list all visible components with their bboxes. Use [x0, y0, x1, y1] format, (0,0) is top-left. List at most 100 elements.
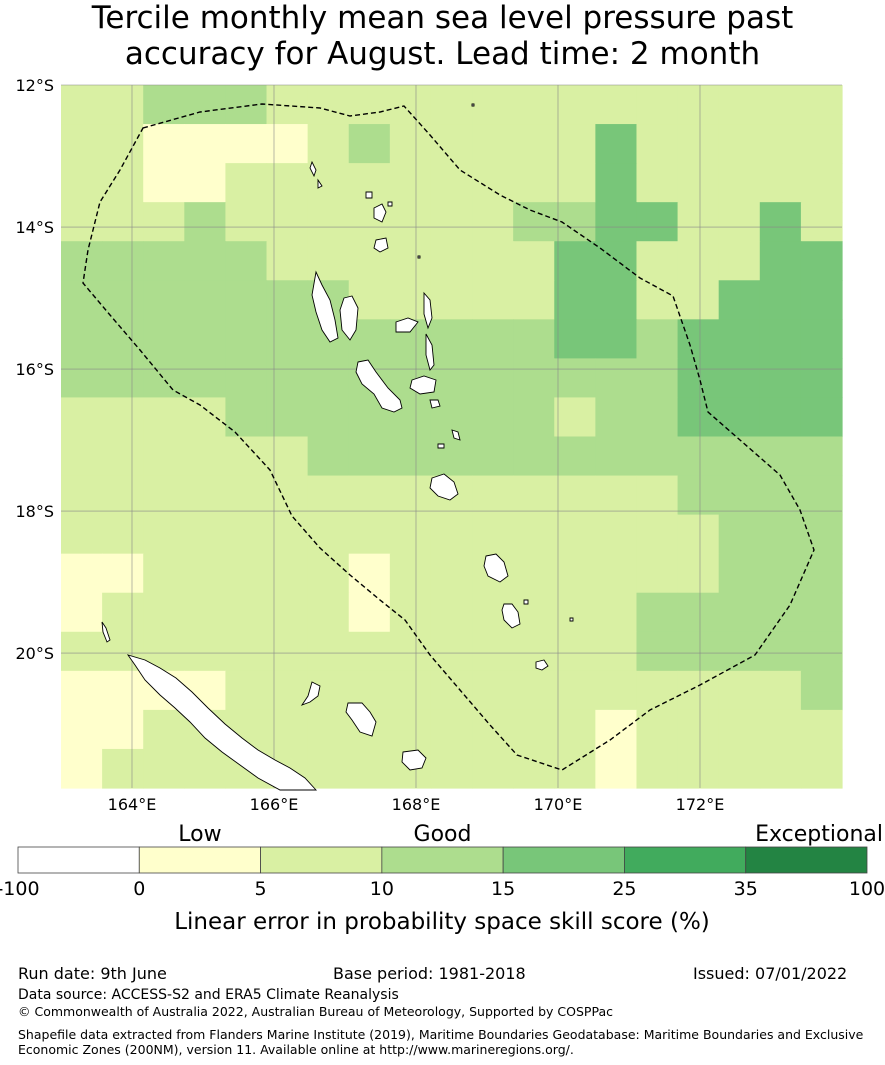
skill-cell	[307, 748, 350, 789]
skill-cell	[718, 163, 761, 203]
skill-cell	[61, 592, 103, 633]
skill-cell	[800, 85, 843, 125]
skill-cell	[636, 397, 679, 438]
skill-cell	[800, 709, 843, 750]
colorbar-tick-label: 100	[849, 878, 885, 900]
skill-cell	[430, 514, 473, 555]
island-aneityum	[535, 659, 549, 671]
coastlines	[101, 103, 574, 791]
skill-cell	[472, 631, 514, 672]
skill-cell	[430, 241, 473, 281]
skill-cell	[61, 397, 103, 438]
skill-cell	[636, 709, 679, 750]
skill-cell	[636, 280, 679, 320]
lat-tick-label: 14°S	[15, 218, 54, 237]
skill-cell	[225, 202, 268, 242]
skill-cell	[430, 670, 473, 711]
skill-cell	[266, 163, 309, 203]
skill-cell	[225, 163, 268, 203]
skill-cell	[718, 319, 761, 359]
skill-cell	[718, 748, 761, 789]
skill-cell	[307, 592, 350, 633]
data-source: Data source: ACCESS-S2 and ERA5 Climate …	[18, 987, 399, 1003]
skill-cell	[800, 124, 843, 164]
skill-cell	[554, 709, 596, 750]
skill-cell	[677, 709, 720, 750]
skill-cell	[554, 436, 596, 477]
skill-cell	[677, 85, 720, 125]
skill-cell	[61, 163, 103, 203]
skill-cell	[102, 553, 144, 594]
colorbar-segment	[17, 846, 140, 874]
skill-cell	[759, 475, 802, 516]
skill-cell	[102, 475, 144, 516]
skill-cell	[430, 436, 473, 477]
skill-cell	[184, 748, 227, 789]
skill-cell	[718, 241, 761, 281]
skill-cell	[102, 592, 144, 633]
skill-cell	[61, 553, 103, 594]
colorbar-tick-label: 25	[612, 878, 636, 900]
colorbar-label: Linear error in probability space skill …	[174, 909, 710, 935]
skill-cell	[143, 241, 185, 281]
skill-cell	[184, 163, 227, 203]
skill-cell	[636, 358, 679, 399]
skill-cell	[513, 670, 555, 711]
lon-tick-label: 166°E	[250, 795, 299, 814]
skill-cell	[800, 475, 843, 516]
skill-cell	[636, 163, 679, 203]
skill-cell	[102, 202, 144, 242]
skill-cell	[61, 670, 103, 711]
skill-cell	[143, 475, 185, 516]
island-espiritu-santo	[311, 270, 339, 343]
skill-cell	[225, 280, 268, 320]
colorbar-segment	[260, 846, 383, 874]
skill-cell	[595, 358, 638, 399]
island-gaua	[373, 237, 389, 253]
skill-cell	[513, 202, 555, 242]
skill-cell	[348, 475, 391, 516]
skill-cell	[266, 631, 309, 672]
skill-cell	[800, 748, 843, 789]
skill-cell	[472, 85, 514, 125]
skill-cell	[61, 475, 103, 516]
skill-cell	[800, 358, 843, 399]
skill-cell	[595, 280, 638, 320]
skill-cell	[595, 436, 638, 477]
lon-tick-label: 172°E	[676, 795, 725, 814]
chart-title: Tercile monthly mean sea level pressure …	[0, 0, 885, 72]
colorbar-segment	[381, 846, 504, 874]
skill-cell	[61, 202, 103, 242]
skill-cell	[554, 358, 596, 399]
skill-cell	[513, 241, 555, 281]
island-small-2	[417, 255, 421, 259]
skill-cell	[759, 85, 802, 125]
skill-cell	[595, 163, 638, 203]
skill-cell	[143, 319, 185, 359]
colorbar-tick-label: 35	[734, 878, 758, 900]
skill-cell	[595, 397, 638, 438]
skill-cell	[800, 670, 843, 711]
skill-cell	[595, 514, 638, 555]
skill-cell	[554, 514, 596, 555]
skill-cell	[225, 436, 268, 477]
skill-cell	[677, 202, 720, 242]
skill-cell	[554, 631, 596, 672]
skill-cell	[61, 631, 103, 672]
skill-cell	[472, 397, 514, 438]
skill-cell	[718, 202, 761, 242]
skill-cell	[677, 280, 720, 320]
chart-title-line-2: accuracy for August. Lead time: 2 month	[124, 36, 761, 72]
skill-cell	[266, 85, 309, 125]
colorbar-segment	[502, 846, 625, 874]
skill-cell	[513, 436, 555, 477]
skill-cell	[266, 124, 309, 164]
lon-tick-label: 170°E	[534, 795, 583, 814]
lon-tick-label: 164°E	[108, 795, 157, 814]
skill-cell	[472, 670, 514, 711]
skill-cell	[513, 514, 555, 555]
skill-cell	[102, 397, 144, 438]
skill-cell	[61, 709, 103, 750]
skill-cell	[554, 592, 596, 633]
skill-cell	[800, 241, 843, 281]
